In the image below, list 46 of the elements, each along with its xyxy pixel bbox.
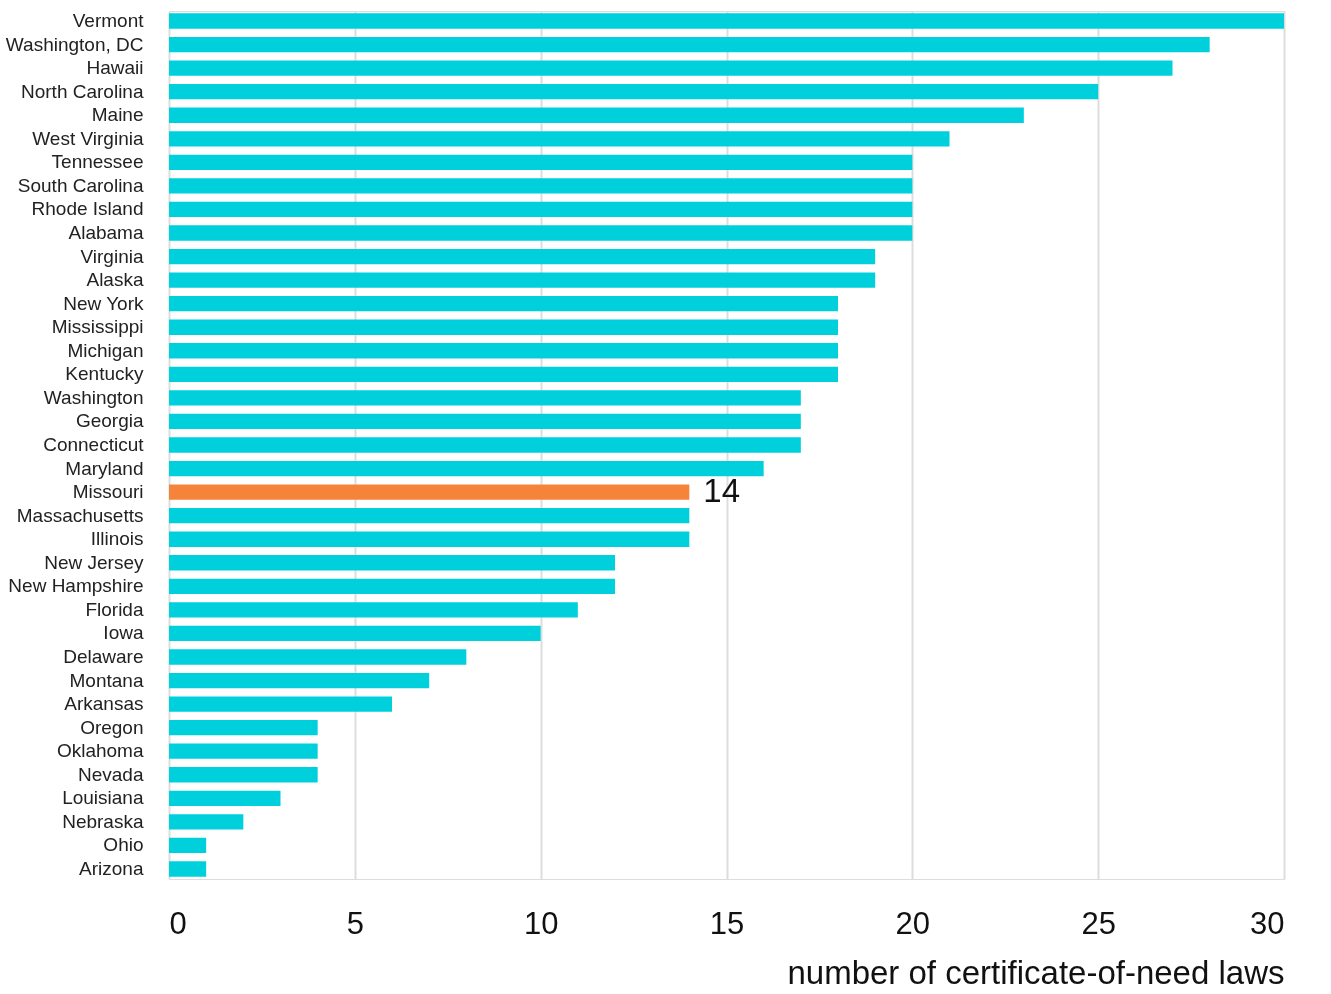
y-tick-label: Rhode Island <box>31 198 144 220</box>
y-tick-label: Maine <box>91 104 144 126</box>
y-tick-label: Alaska <box>86 269 144 291</box>
x-tick-label: 30 <box>1250 905 1285 941</box>
y-tick-label: Maryland <box>65 457 144 479</box>
y-tick-label: Arkansas <box>64 693 144 715</box>
y-tick-label: Iowa <box>103 622 144 644</box>
y-tick-label: Vermont <box>72 10 145 32</box>
y-tick-label: New York <box>63 292 144 314</box>
y-tick-label: Connecticut <box>43 434 145 455</box>
y-tick-label: Missouri <box>72 481 144 503</box>
y-tick-label: Alabama <box>68 222 144 244</box>
y-tick-label: Georgia <box>75 410 144 432</box>
y-tick-label: West Virginia <box>32 127 144 149</box>
x-tick-label: 20 <box>895 905 931 941</box>
x-axis-title: number of certificate-of-need laws <box>787 953 1285 991</box>
y-tick-label: Michigan <box>67 339 144 361</box>
y-tick-label: Nevada <box>78 763 144 785</box>
y-tick-label: Montana <box>69 669 144 691</box>
y-tick-label: Oklahoma <box>56 740 144 762</box>
x-tick-label: 5 <box>346 905 364 941</box>
x-tick-label: 10 <box>523 905 559 941</box>
y-tick-label: Tennessee <box>51 151 144 173</box>
y-tick-label: Virginia <box>80 245 144 267</box>
y-tick-label: Nebraska <box>62 810 144 832</box>
y-tick-label: Oregon <box>80 716 144 738</box>
y-tick-label: New Hampshire <box>8 575 144 597</box>
y-tick-label: Kentucky <box>65 363 144 385</box>
y-tick-label: Mississippi <box>51 316 144 338</box>
y-tick-label: Delaware <box>63 645 144 667</box>
y-tick-label: South Carolina <box>17 174 144 196</box>
y-tick-label: North Carolina <box>21 80 144 102</box>
y-tick-label: Louisiana <box>62 787 144 809</box>
y-tick-label: Illinois <box>90 528 144 550</box>
y-tick-label: Ohio <box>103 834 144 856</box>
y-tick-label: Washington <box>43 386 144 408</box>
data-label: 14 <box>703 472 741 510</box>
y-tick-label: Florida <box>85 598 144 620</box>
y-tick-label: Massachusetts <box>16 504 144 526</box>
x-tick-label: 15 <box>709 905 745 941</box>
y-tick-label: New Jersey <box>44 551 144 573</box>
x-tick-label: 25 <box>1081 905 1116 941</box>
y-tick-label: Hawaii <box>86 57 144 79</box>
x-tick-label: 0 <box>169 905 187 941</box>
y-tick-label: Arizona <box>79 857 144 879</box>
y-tick-label: Washington, DC <box>5 33 144 55</box>
